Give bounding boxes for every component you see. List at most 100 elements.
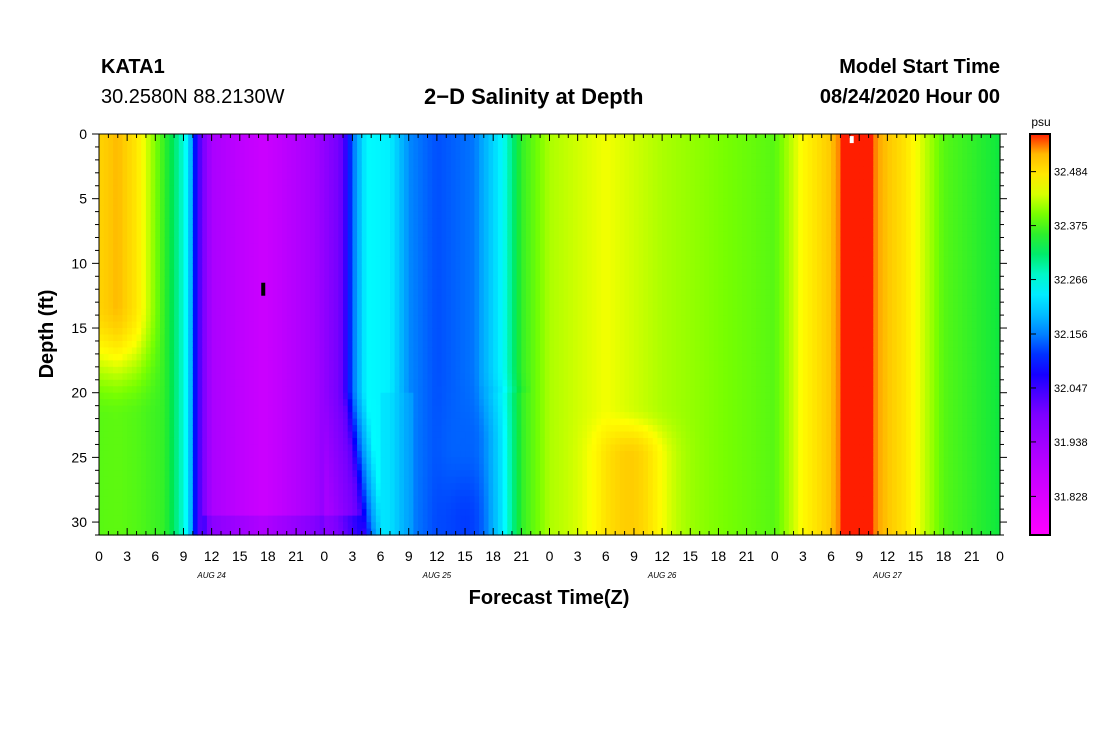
heatmap-cell xyxy=(343,386,349,394)
heatmap-cell xyxy=(427,295,433,303)
heatmap-cell xyxy=(216,502,222,510)
heatmap-cell xyxy=(300,134,307,142)
heatmap-cell xyxy=(272,450,278,458)
heatmap-cell xyxy=(314,431,321,439)
heatmap-cell xyxy=(418,470,424,478)
heatmap-cell xyxy=(174,399,180,407)
heatmap-cell xyxy=(113,134,119,142)
heatmap-cell xyxy=(267,295,274,303)
heatmap-cell xyxy=(183,328,189,336)
heatmap-cell xyxy=(399,276,405,284)
heatmap-cell xyxy=(183,192,189,200)
heatmap-cell xyxy=(432,450,438,458)
heatmap-cell xyxy=(408,431,415,439)
heatmap-cell xyxy=(446,256,452,264)
heatmap-cell xyxy=(127,134,133,142)
heatmap-cell xyxy=(253,463,260,471)
heatmap-cell xyxy=(131,386,138,394)
heatmap-cell xyxy=(286,231,292,239)
heatmap-cell xyxy=(263,528,269,536)
heatmap-cell xyxy=(108,276,114,284)
heatmap-cell xyxy=(408,457,415,465)
heatmap-cell xyxy=(99,476,105,484)
heatmap-cell xyxy=(427,340,433,349)
heatmap-cell xyxy=(249,153,255,161)
heatmap-cell xyxy=(202,218,208,226)
heatmap-cell xyxy=(300,250,307,258)
heatmap-cell xyxy=(357,153,363,161)
heatmap-cell xyxy=(361,159,368,167)
heatmap-cell xyxy=(408,146,415,155)
heatmap-cell xyxy=(211,146,217,155)
heatmap-cell xyxy=(366,224,372,232)
heatmap-cell xyxy=(160,192,166,200)
heatmap-cell xyxy=(192,522,199,530)
heatmap-cell xyxy=(235,231,241,239)
heatmap-cell xyxy=(272,218,278,226)
heatmap-cell xyxy=(291,450,297,458)
heatmap-cell xyxy=(418,502,424,510)
heatmap-cell xyxy=(338,399,344,407)
heatmap-cell xyxy=(244,295,250,303)
heatmap-cell xyxy=(352,340,358,349)
heatmap-cell xyxy=(188,153,194,161)
heatmap-cell xyxy=(394,489,400,497)
heatmap-cell xyxy=(366,153,372,161)
heatmap-cell xyxy=(127,366,133,374)
heatmap-cell xyxy=(164,224,170,232)
heatmap-cell xyxy=(333,289,339,297)
heatmap-cell xyxy=(277,276,283,284)
heatmap-cell xyxy=(221,418,227,426)
heatmap-cell xyxy=(465,308,471,316)
heatmap-cell xyxy=(455,489,461,497)
heatmap-cell xyxy=(103,450,109,458)
heatmap-cell xyxy=(394,185,400,193)
heatmap-cell xyxy=(446,140,452,148)
heatmap-cell xyxy=(305,146,311,155)
heatmap-cell xyxy=(267,509,274,517)
heatmap-cell xyxy=(450,418,457,426)
heatmap-cell xyxy=(230,399,236,407)
heatmap-cell xyxy=(164,192,170,200)
heatmap-cell xyxy=(465,347,471,355)
heatmap-cell xyxy=(324,159,330,167)
heatmap-cell xyxy=(394,509,400,517)
heatmap-cell xyxy=(333,340,339,349)
heatmap-cell xyxy=(441,470,447,478)
heatmap-cell xyxy=(188,463,194,471)
heatmap-cell xyxy=(338,159,344,167)
heatmap-cell xyxy=(441,412,447,420)
heatmap-cell xyxy=(418,231,424,239)
heatmap-cell xyxy=(267,250,274,258)
heatmap-cell xyxy=(300,483,307,491)
heatmap-cell xyxy=(413,192,419,200)
heatmap-cell xyxy=(343,172,349,180)
heatmap-cell xyxy=(113,263,119,271)
heatmap-cell xyxy=(169,256,175,264)
heatmap-cell xyxy=(361,489,368,497)
heatmap-cell xyxy=(455,457,461,465)
heatmap-cell xyxy=(446,509,452,517)
heatmap-cell xyxy=(465,224,471,232)
heatmap-cell xyxy=(333,470,339,478)
heatmap-cell xyxy=(131,483,138,491)
heatmap-cell xyxy=(131,243,138,252)
heatmap-cell xyxy=(131,295,138,303)
heatmap-cell xyxy=(399,146,405,155)
heatmap-cell xyxy=(380,496,386,504)
heatmap-cell xyxy=(446,412,452,420)
heatmap-cell xyxy=(127,379,133,387)
heatmap-cell xyxy=(446,315,452,323)
heatmap-cell xyxy=(150,379,156,387)
heatmap-cell xyxy=(450,340,457,349)
heatmap-cell xyxy=(225,463,231,471)
heatmap-cell xyxy=(328,237,335,245)
heatmap-cell xyxy=(408,366,415,374)
heatmap-cell xyxy=(357,134,363,142)
heatmap-cell xyxy=(399,159,405,167)
heatmap-cell xyxy=(389,205,396,213)
heatmap-cell xyxy=(371,185,377,193)
heatmap-cell xyxy=(258,457,264,465)
heatmap-cell xyxy=(178,353,185,361)
heatmap-cell xyxy=(469,243,476,252)
